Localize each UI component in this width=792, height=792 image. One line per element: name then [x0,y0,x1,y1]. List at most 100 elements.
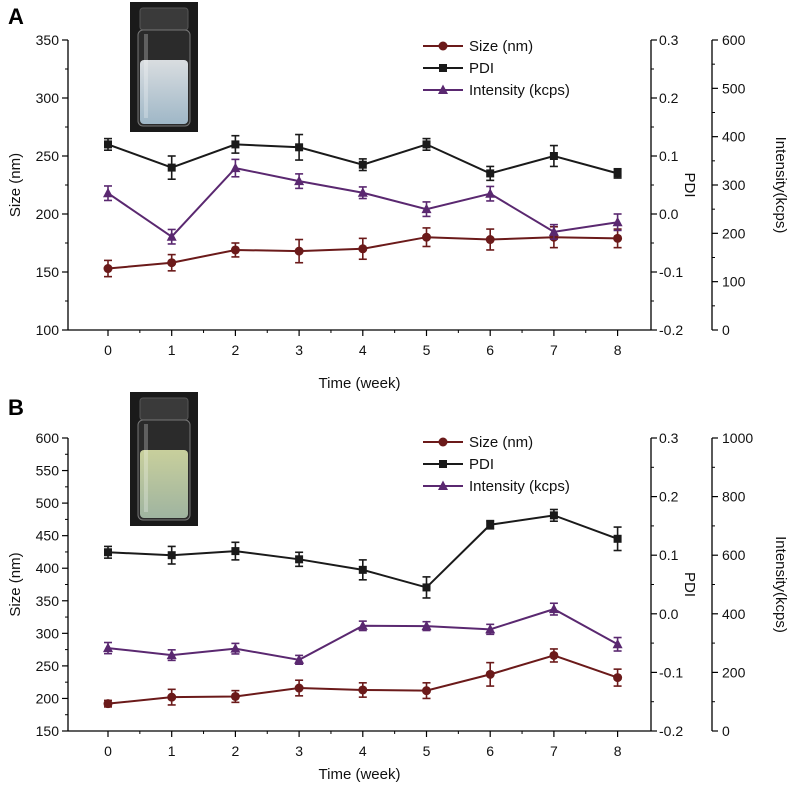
size-tick-label: 150 [36,264,60,280]
data-point [231,140,240,149]
legend-label: Intensity (kcps) [469,478,570,495]
data-point [613,534,622,543]
vial-cap [139,7,189,31]
size-tick-label: 500 [36,495,60,511]
data-point [486,169,495,178]
legend-marker [438,41,448,51]
intensity-tick-label: 800 [722,489,746,505]
x-tick-label: 5 [423,342,431,358]
data-point [230,643,241,653]
x-tick-label: 1 [168,743,176,759]
x-tick-label: 0 [104,743,112,759]
data-point [613,673,623,683]
pdi-tick-label: 0.1 [659,148,679,164]
vial-highlight [144,34,148,118]
legend: Size (nm) PDI Intensity (kcps) [423,38,570,99]
x-tick-label: 0 [104,342,112,358]
pdi-tick-label: 0.2 [659,489,679,505]
data-point [103,642,113,653]
size-tick-label: 250 [36,148,60,164]
pdi-tick-label: -0.1 [659,264,683,280]
data-point [103,264,113,274]
panel-label: B [8,395,24,420]
data-point [103,187,113,198]
x-tick-label: 2 [232,342,240,358]
data-point [231,547,240,556]
data-point [485,188,496,198]
data-point [294,683,304,693]
intensity-tick-label: 0 [722,322,730,338]
data-point [549,511,558,520]
series-triangle [103,158,623,245]
intensity-tick-label: 500 [722,80,746,96]
legend-marker [439,460,447,468]
x-tick-label: 4 [359,342,367,358]
size-axis-title: Size (nm) [7,153,24,217]
size-tick-label: 150 [36,723,60,739]
x-tick-label: 7 [550,342,558,358]
vial-photo [130,2,198,132]
x-axis-title: Time (week) [319,375,401,392]
data-point [422,140,431,149]
pdi-tick-label: 0.0 [659,206,679,222]
series-line [107,166,618,239]
pdi-tick-label: 0.3 [659,32,679,48]
data-point [230,691,240,701]
legend-marker [438,84,448,94]
intensity-tick-label: 100 [722,274,746,290]
series-circle [103,225,623,278]
x-tick-label: 3 [295,743,303,759]
legend-label: Size (nm) [469,38,533,55]
data-point [167,258,177,268]
data-point [422,686,431,696]
data-point [295,143,304,152]
data-point [421,620,432,631]
data-point [104,140,112,149]
legend-label: PDI [469,456,494,473]
data-point [613,233,623,243]
data-point [422,232,431,242]
size-axis-title: Size (nm) [7,552,24,616]
size-tick-label: 200 [36,206,60,222]
series-circle [103,648,623,709]
intensity-tick-label: 400 [722,606,746,622]
intensity-tick-label: 600 [722,32,746,48]
data-point [167,551,176,560]
intensity-tick-label: 400 [722,129,746,145]
pdi-axis-title: PDI [681,572,698,597]
data-point [612,216,623,227]
size-tick-label: 350 [36,32,60,48]
panel-label: A [8,4,24,29]
data-point [166,231,177,241]
series-square [104,508,622,599]
legend: Size (nm) PDI Intensity (kcps) [423,434,570,495]
legend-label: Intensity (kcps) [469,82,570,99]
data-point [295,555,304,564]
legend-label: PDI [469,60,494,77]
legend-marker [438,437,448,447]
intensity-tick-label: 200 [722,664,746,680]
vial-photo [130,392,198,526]
size-tick-label: 300 [36,625,60,641]
vial-cap [139,397,189,421]
size-tick-label: 300 [36,90,60,106]
size-tick-label: 400 [36,560,60,576]
x-tick-label: 8 [614,342,622,358]
vial-highlight [144,424,148,512]
data-point [230,245,240,255]
data-point [613,169,622,178]
data-point [294,246,304,256]
size-tick-label: 100 [36,322,60,338]
vial-liquid [140,60,188,124]
data-point [422,583,431,592]
vial-liquid [140,450,188,518]
size-tick-label: 600 [36,430,60,446]
legend-label: Size (nm) [469,434,533,451]
size-tick-label: 450 [36,528,60,544]
x-tick-label: 8 [614,743,622,759]
intensity-axis-title: Intensity(kcps) [772,137,789,234]
data-point [486,520,495,529]
x-tick-label: 4 [359,743,367,759]
x-tick-label: 6 [486,342,494,358]
data-point [549,650,559,660]
